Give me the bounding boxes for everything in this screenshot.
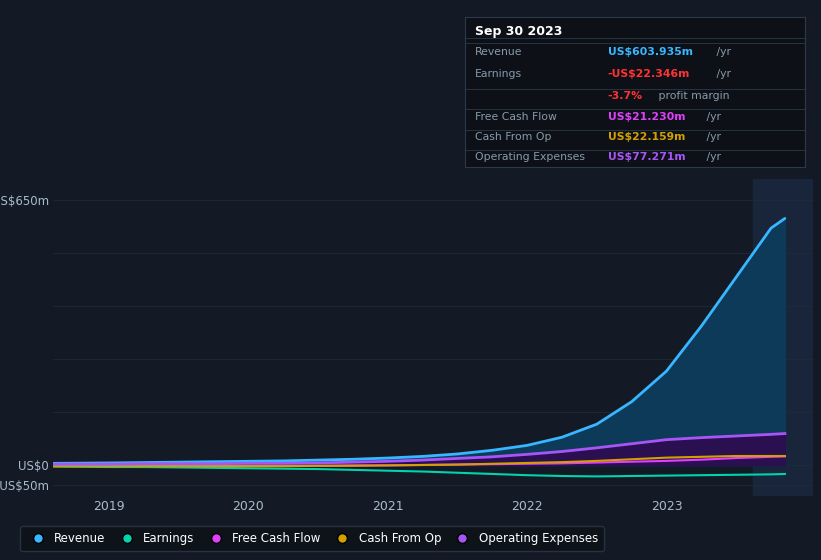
Text: Operating Expenses: Operating Expenses: [475, 152, 585, 162]
Text: /yr: /yr: [713, 69, 731, 79]
Text: US$603.935m: US$603.935m: [608, 47, 693, 57]
Text: -3.7%: -3.7%: [608, 91, 643, 100]
Legend: Revenue, Earnings, Free Cash Flow, Cash From Op, Operating Expenses: Revenue, Earnings, Free Cash Flow, Cash …: [20, 526, 604, 551]
Text: /yr: /yr: [703, 152, 721, 162]
Text: US$22.159m: US$22.159m: [608, 132, 686, 142]
Text: profit margin: profit margin: [655, 91, 730, 100]
Text: /yr: /yr: [703, 111, 721, 122]
Text: US$21.230m: US$21.230m: [608, 111, 686, 122]
Text: Sep 30 2023: Sep 30 2023: [475, 25, 562, 38]
Text: US$77.271m: US$77.271m: [608, 152, 686, 162]
Text: -US$22.346m: -US$22.346m: [608, 69, 690, 79]
Text: Earnings: Earnings: [475, 69, 522, 79]
Text: Cash From Op: Cash From Op: [475, 132, 552, 142]
Text: /yr: /yr: [703, 132, 721, 142]
Text: Revenue: Revenue: [475, 47, 523, 57]
Text: /yr: /yr: [713, 47, 731, 57]
Bar: [753, 179, 813, 496]
Text: Free Cash Flow: Free Cash Flow: [475, 111, 557, 122]
